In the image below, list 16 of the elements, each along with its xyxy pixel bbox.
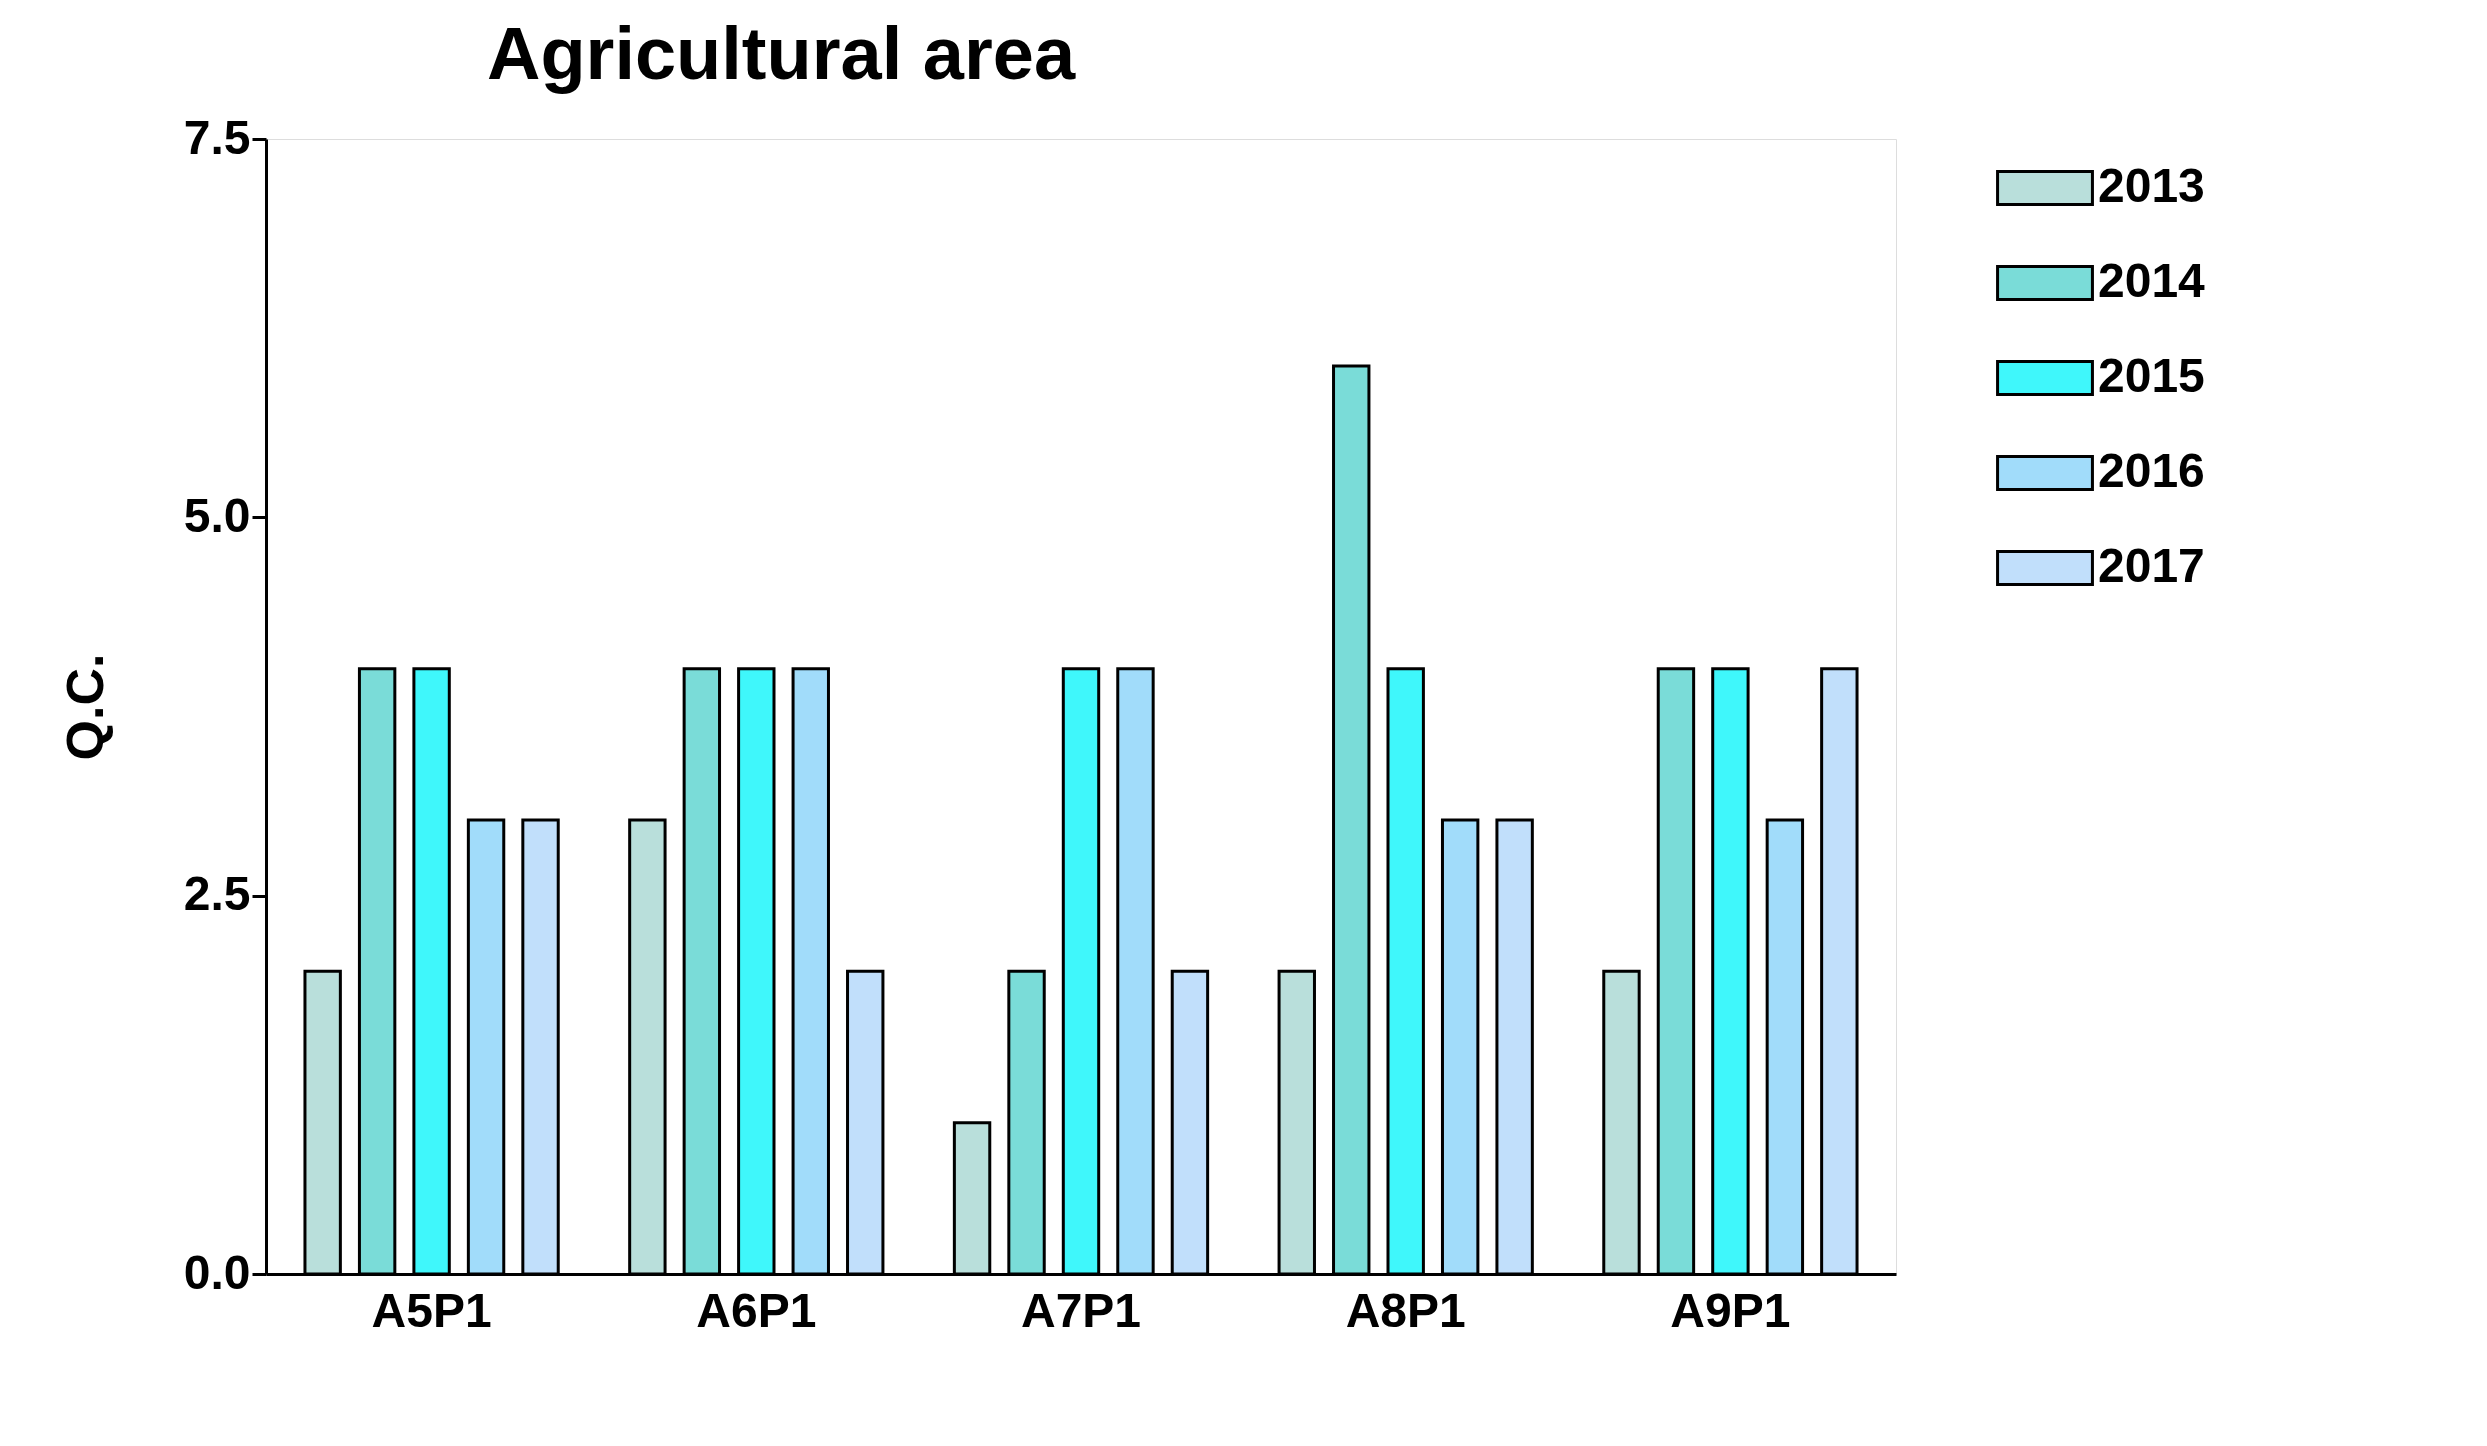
y-tick-label: 7.5 [183, 110, 251, 164]
legend-label: 2014 [2098, 254, 2206, 307]
legend-label: 2017 [2098, 539, 2205, 592]
chart-title: Agricultural area [486, 12, 1076, 95]
x-tick-label: A6P1 [696, 1283, 817, 1337]
x-tick-label: A7P1 [1020, 1283, 1142, 1337]
x-tick-label: A9P1 [1670, 1283, 1791, 1337]
legend-label: 2016 [2098, 444, 2205, 497]
y-axis-title: Q.C. [55, 653, 114, 761]
x-tick-label: A5P1 [371, 1283, 492, 1337]
legend-label: 2015 [2098, 349, 2205, 402]
legend-label: 2013 [2098, 159, 2205, 212]
y-tick-label: 2.5 [183, 867, 251, 921]
y-tick-label: 5.0 [183, 488, 251, 542]
y-tick-label: 0.0 [183, 1245, 251, 1299]
x-tick-label: A8P1 [1345, 1283, 1466, 1337]
